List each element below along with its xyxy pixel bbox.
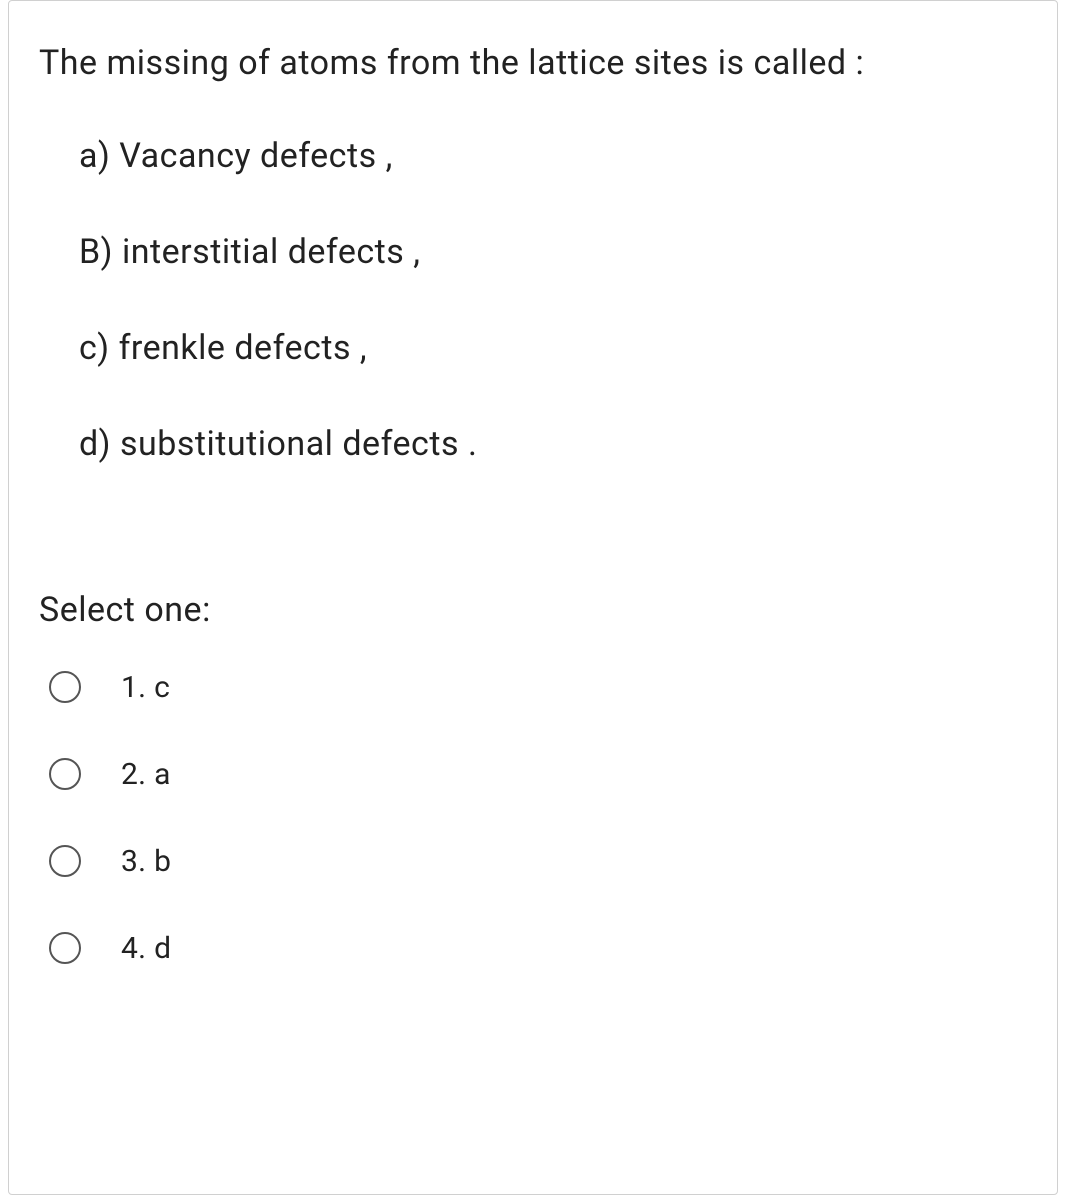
- radio-label: 2. a: [121, 757, 171, 792]
- options-list: a) Vacancy defects , B) interstitial def…: [39, 131, 1027, 470]
- radio-item-2[interactable]: 2. a: [49, 757, 1027, 792]
- option-c: c) frenkle defects ,: [79, 323, 1027, 374]
- select-prompt: Select one:: [39, 590, 1027, 630]
- question-text: The missing of atoms from the lattice si…: [39, 31, 1027, 96]
- radio-label: 1. c: [121, 670, 170, 705]
- radio-circle-icon[interactable]: [49, 671, 81, 703]
- question-card: The missing of atoms from the lattice si…: [8, 0, 1058, 1195]
- radio-label: 3. b: [121, 844, 171, 879]
- radio-item-3[interactable]: 3. b: [49, 844, 1027, 879]
- radio-list: 1. c 2. a 3. b 4. d: [39, 670, 1027, 966]
- radio-circle-icon[interactable]: [49, 932, 81, 964]
- radio-circle-icon[interactable]: [49, 758, 81, 790]
- radio-circle-icon[interactable]: [49, 845, 81, 877]
- radio-label: 4. d: [121, 931, 171, 966]
- option-d: d) substitutional defects .: [79, 419, 1027, 470]
- option-b: B) interstitial defects ,: [79, 227, 1027, 278]
- radio-item-1[interactable]: 1. c: [49, 670, 1027, 705]
- option-a: a) Vacancy defects ,: [79, 131, 1027, 182]
- radio-item-4[interactable]: 4. d: [49, 931, 1027, 966]
